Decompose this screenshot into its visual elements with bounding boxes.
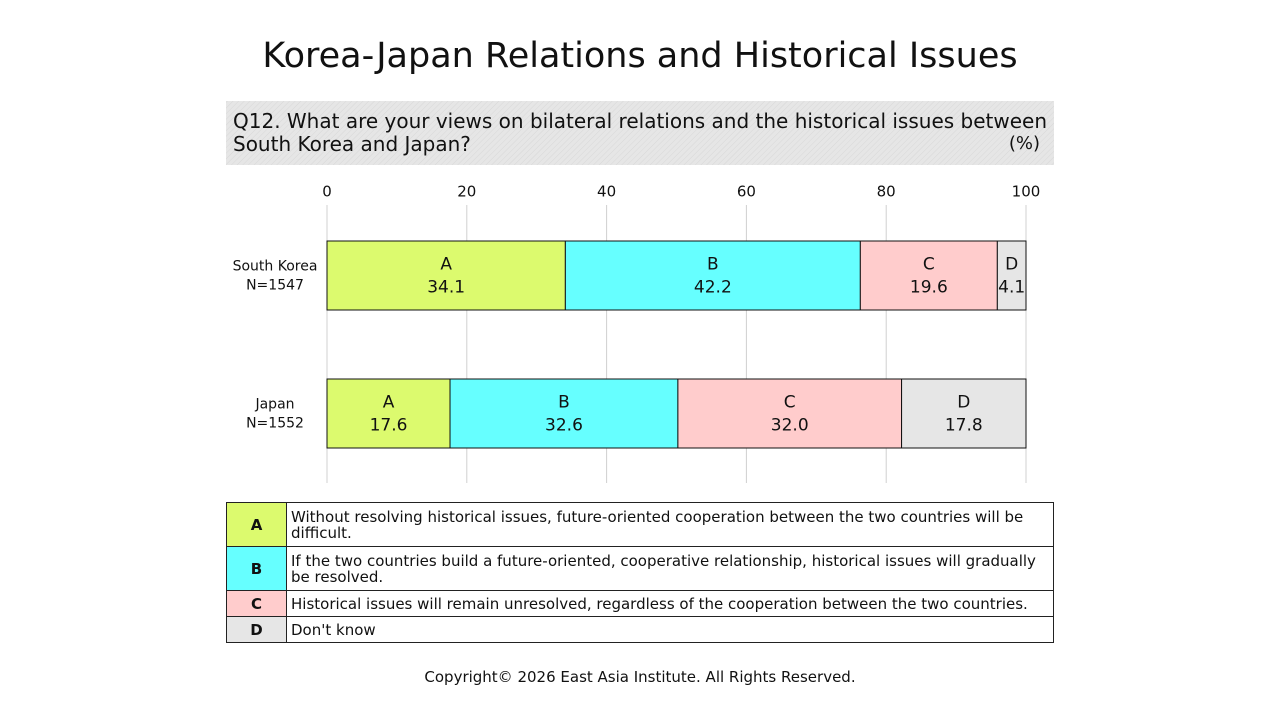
legend-description: If the two countries build a future-orie… <box>286 546 1054 591</box>
bar-segment <box>677 378 903 449</box>
unit-label: (%) <box>1009 133 1040 154</box>
subtitle-box <box>226 101 1054 165</box>
segment-name: D <box>1005 255 1018 275</box>
data-label: 42.2 <box>694 278 732 298</box>
bar-segment <box>449 378 679 449</box>
bar-segment <box>901 378 1027 449</box>
x-tick-label: 0 <box>322 183 332 201</box>
legend-row: B If the two countries build a future-ori… <box>226 546 1054 591</box>
x-tick-label: 60 <box>737 183 756 201</box>
bar-segment <box>859 240 998 311</box>
bar-segment <box>996 240 1027 311</box>
segment-name: D <box>957 393 970 413</box>
legend-description: Historical issues will remain unresolved… <box>286 590 1054 617</box>
legend-key: D <box>226 616 287 643</box>
data-label: 17.8 <box>945 416 983 436</box>
x-tick-label: 100 <box>1012 183 1041 201</box>
x-tick-label: 80 <box>877 183 896 201</box>
x-tick-label: 40 <box>597 183 616 201</box>
segment-name: C <box>923 255 935 275</box>
footer: Copyright© 2026 East Asia Institute. All… <box>424 668 856 686</box>
legend-description: Don't know <box>286 616 1054 643</box>
sample-size: N=1552 <box>246 416 304 432</box>
bar-segment <box>564 240 861 311</box>
segment-name: B <box>707 255 719 275</box>
data-label: 17.6 <box>370 416 408 436</box>
chart-title: Korea-Japan Relations and Historical Iss… <box>262 36 1017 76</box>
segment-name: A <box>383 393 395 413</box>
segment-name: B <box>558 393 570 413</box>
category-label: Japan <box>254 397 294 413</box>
category-label: South Korea <box>233 259 318 275</box>
data-label: 34.1 <box>427 278 465 298</box>
segment-name: A <box>440 255 452 275</box>
data-label: 32.0 <box>771 416 809 436</box>
legend-row: A Without resolving historical issues, fu… <box>226 502 1054 547</box>
data-label: 4.1 <box>998 278 1025 298</box>
segment-name: C <box>784 393 796 413</box>
legend-table: A Without resolving historical issues, fu… <box>226 502 1054 643</box>
sample-size: N=1547 <box>246 278 304 294</box>
data-label: 19.6 <box>910 278 948 298</box>
legend-row: C Historical issues will remain unresolve… <box>226 590 1054 617</box>
data-label: 32.6 <box>545 416 583 436</box>
legend-key: C <box>226 590 287 617</box>
legend-row: D Don't know <box>226 616 1054 643</box>
legend-key: A <box>226 502 287 547</box>
x-tick-label: 20 <box>457 183 476 201</box>
legend-key: B <box>226 546 287 591</box>
bar-segment <box>326 240 566 311</box>
bar-segment <box>326 378 451 449</box>
legend-description: Without resolving historical issues, fut… <box>286 502 1054 547</box>
subtitle: Q12. What are your views on bilateral re… <box>233 109 1047 156</box>
